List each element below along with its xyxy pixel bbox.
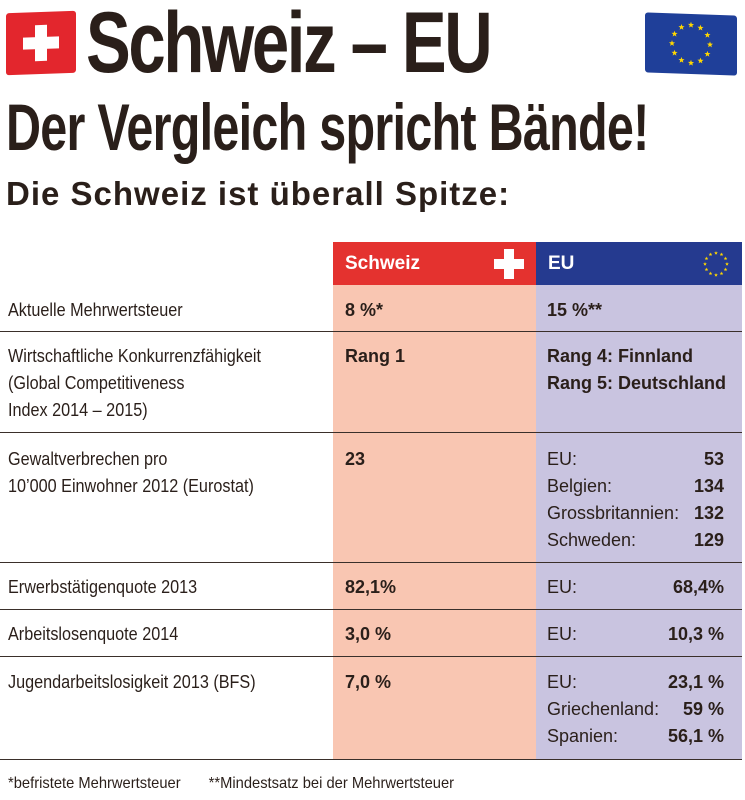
- eu-item-value: 10,3 %: [667, 624, 724, 644]
- eu-star-icon: [704, 256, 709, 261]
- eu-star-icon: [697, 57, 704, 64]
- footnote-vat-minimum: **Mindestsatz bei der Mehrwertsteuer: [208, 775, 455, 792]
- row-label: Index 2014 – 2015): [8, 400, 148, 420]
- row-label: Gewaltverbrechen pro: [8, 449, 168, 469]
- eu-column-header: EU: [536, 242, 742, 285]
- eu-item-key: EU:: [547, 672, 578, 692]
- page-title: Schweiz – EU: [86, 0, 493, 91]
- header: Schweiz – EU Der Vergleich spricht Bände…: [0, 0, 745, 225]
- eu-star-icon: [708, 271, 713, 276]
- eu-star-icon: [703, 262, 707, 266]
- eu-star-icon: [708, 252, 713, 257]
- eu-item-value: 68,4%: [672, 577, 724, 597]
- swiss-column-background: [333, 285, 536, 760]
- page-tagline: Die Schweiz ist überall Spitze:: [6, 175, 511, 212]
- row-label: (Global Competitiveness: [8, 373, 185, 393]
- eu-star-icon: [668, 40, 676, 46]
- eu-value: Rang 4: Finnland: [547, 346, 693, 366]
- eu-star-icon: [723, 256, 728, 261]
- row-divider: [0, 656, 742, 657]
- swiss-value: 23: [345, 449, 366, 469]
- row-label: 10’000 Einwohner 2012 (Eurostat): [8, 476, 254, 496]
- eu-item-key: Schweden:: [547, 530, 637, 550]
- eu-stars-icon: [700, 248, 732, 285]
- swiss-value: 3,0 %: [345, 624, 392, 644]
- swiss-column-header: Schweiz: [333, 242, 536, 285]
- row-label: Jugendarbeitslosigkeit 2013 (BFS): [8, 672, 256, 692]
- eu-item-key: EU:: [547, 577, 578, 597]
- eu-value: Rang 5: Deutschland: [547, 373, 727, 393]
- eu-star-icon: [706, 41, 714, 48]
- row-label: Wirtschaftliche Konkurrenzfähigkeit: [8, 346, 262, 366]
- eu-item-key: Griechenland:: [547, 699, 660, 719]
- eu-item-value: 56,1 %: [667, 726, 724, 746]
- eu-star-icon: [697, 24, 704, 31]
- row-divider: [0, 562, 742, 563]
- eu-item-key: EU:: [547, 449, 578, 469]
- eu-item-key: Spanien:: [547, 726, 619, 746]
- row-label: Arbeitslosenquote 2014: [8, 624, 179, 644]
- eu-item-value: 132: [693, 503, 724, 523]
- eu-star-icon: [671, 49, 678, 56]
- eu-item-value: 23,1 %: [667, 672, 724, 692]
- eu-star-icon: [704, 267, 709, 272]
- eu-item-key: Belgien:: [547, 476, 613, 496]
- row-divider: [0, 759, 742, 760]
- swiss-column-label: Schweiz: [345, 253, 420, 274]
- swiss-flag-icon: [6, 10, 76, 76]
- eu-column-label: EU: [548, 253, 575, 274]
- row-divider: [0, 432, 742, 433]
- eu-item-value: 129: [693, 530, 724, 550]
- row-label: Aktuelle Mehrwertsteuer: [8, 300, 183, 320]
- eu-star-icon: [714, 273, 718, 277]
- eu-star-icon: [723, 267, 728, 272]
- footnote-vat-temporary: *befristete Mehrwertsteuer: [8, 775, 181, 792]
- eu-star-icon: [714, 251, 718, 255]
- page-subtitle: Der Vergleich spricht Bände!: [6, 90, 649, 164]
- eu-star-icon: [678, 56, 685, 63]
- eu-star-icon: [725, 262, 729, 266]
- eu-flag-icon: [645, 12, 737, 76]
- eu-item-value: 53: [703, 449, 724, 469]
- row-label: Erwerbstätigenquote 2013: [8, 577, 198, 597]
- eu-star-icon: [687, 59, 695, 66]
- eu-star-icon: [704, 50, 711, 57]
- eu-star-icon: [719, 252, 724, 257]
- eu-star-icon: [678, 24, 685, 30]
- eu-item-value: 134: [693, 476, 724, 496]
- eu-item-key: EU:: [547, 624, 578, 644]
- swiss-value: 7,0 %: [345, 672, 392, 692]
- eu-item-value: 59 %: [682, 699, 724, 719]
- eu-star-icon: [671, 30, 678, 37]
- row-divider: [0, 609, 742, 610]
- swiss-value: 8 %*: [345, 300, 384, 320]
- footnotes: *befristete Mehrwertsteuer **Mindestsatz…: [8, 773, 478, 795]
- row-divider: [0, 331, 742, 332]
- eu-column-background: [536, 285, 742, 760]
- eu-star-icon: [704, 31, 711, 38]
- swiss-cross-icon: [494, 249, 524, 279]
- eu-item-key: Grossbritannien:: [547, 503, 680, 523]
- eu-star-icon: [719, 271, 724, 276]
- eu-star-icon: [687, 21, 695, 28]
- eu-value: 15 %**: [547, 300, 603, 320]
- swiss-value: Rang 1: [345, 346, 406, 366]
- swiss-value: 82,1%: [345, 577, 397, 597]
